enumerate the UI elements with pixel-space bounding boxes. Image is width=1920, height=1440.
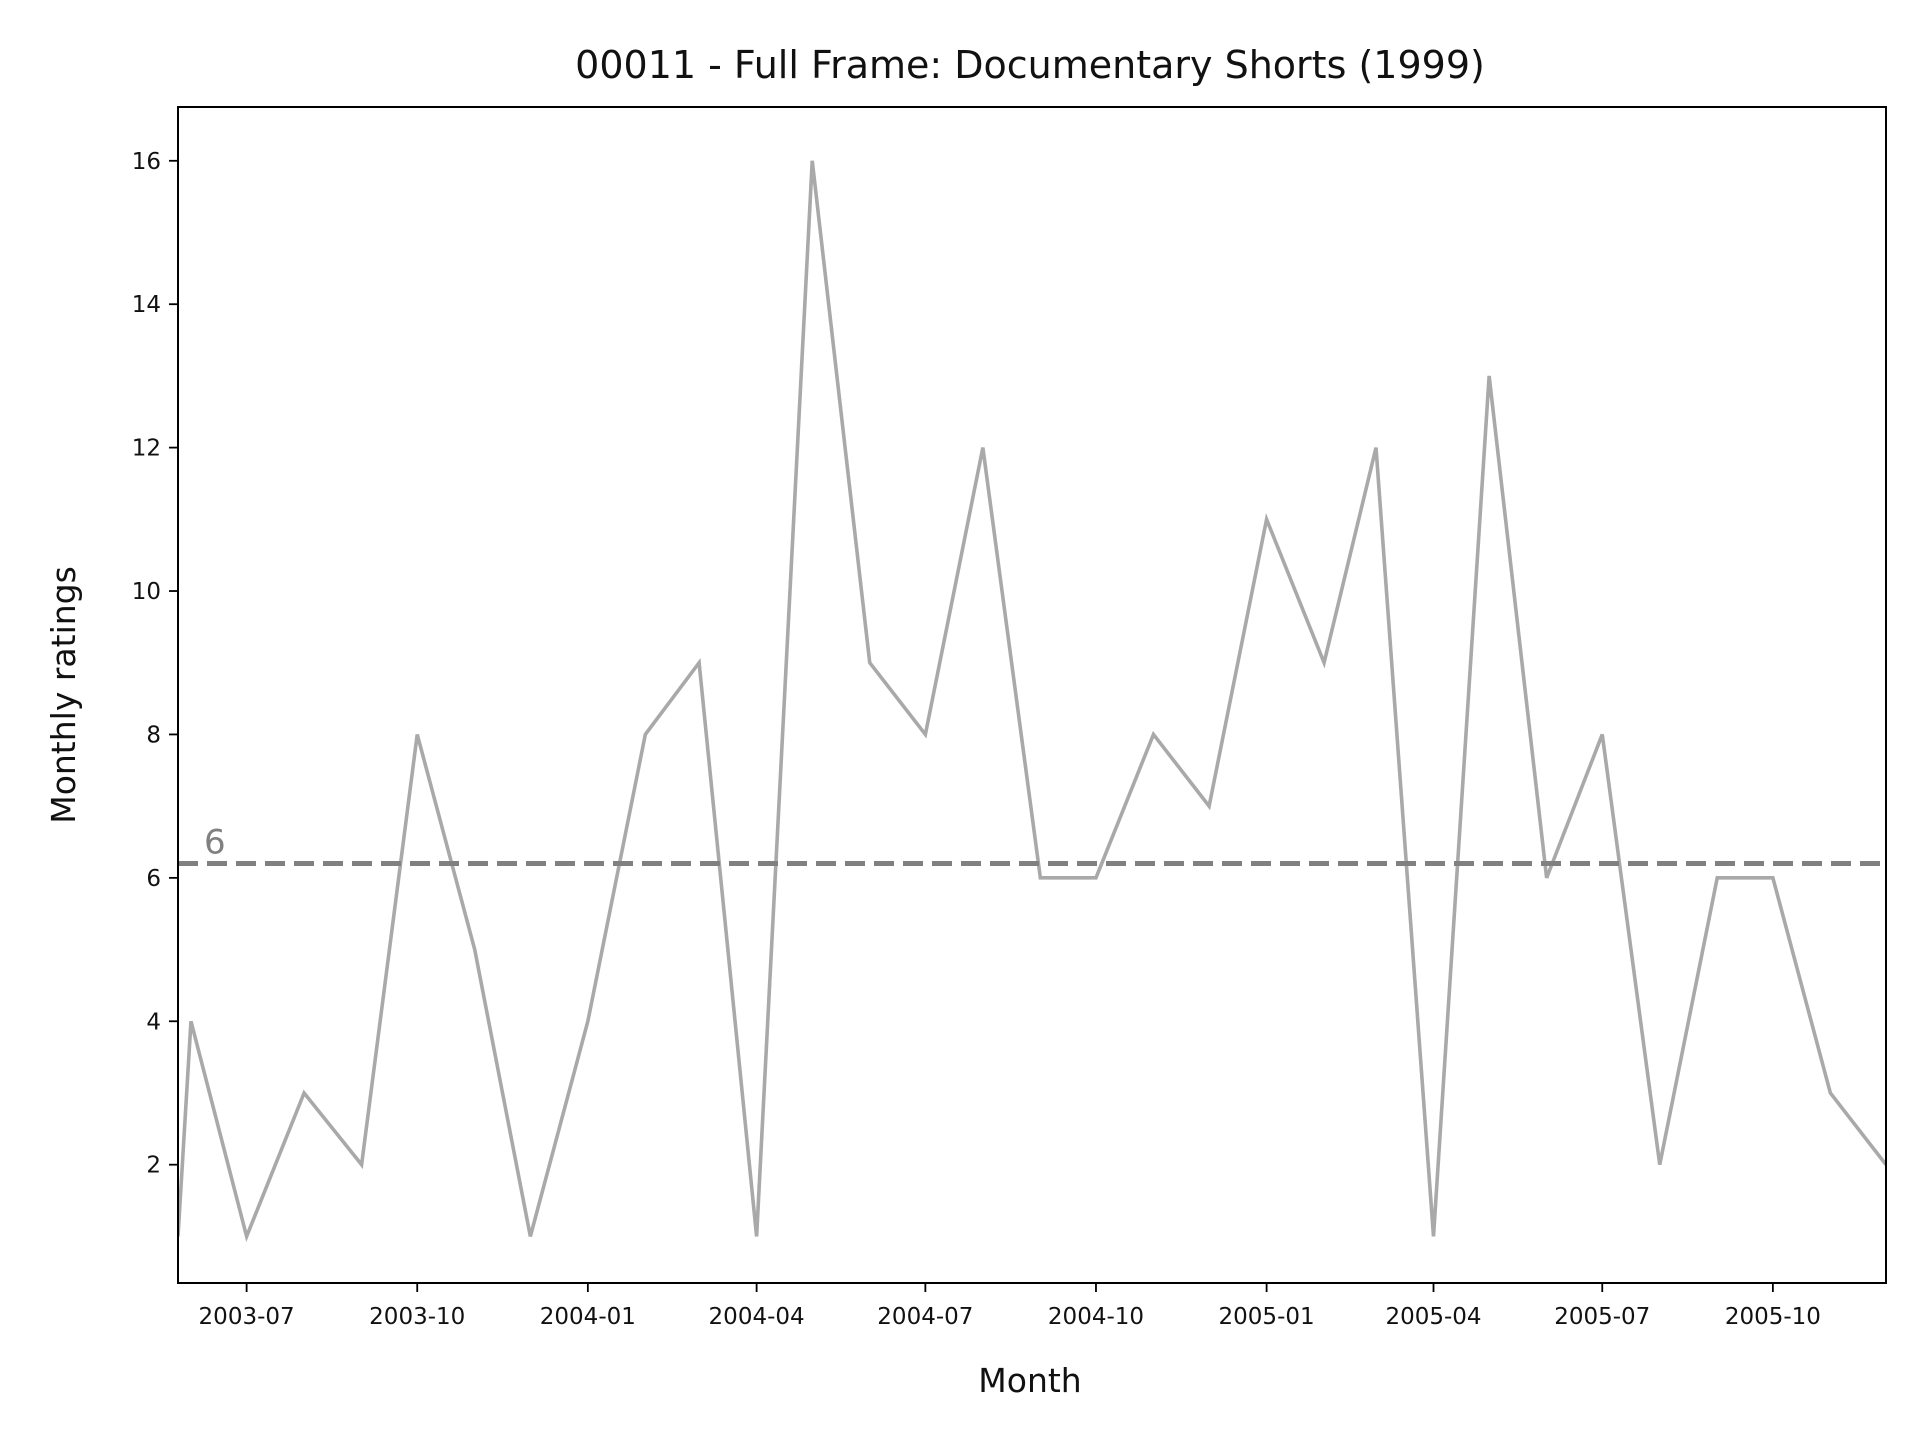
y-tick-label: 2 [146,1153,161,1179]
x-tick-label: 2005-07 [1554,1304,1650,1330]
chart-title: 00011 - Full Frame: Documentary Shorts (… [575,43,1485,87]
x-axis-label: Month [978,1361,1081,1400]
x-tick-label: 2003-07 [199,1304,295,1330]
y-tick-label: 8 [146,722,161,748]
x-tick-label: 2005-01 [1219,1304,1315,1330]
y-tick-label: 10 [132,579,161,605]
x-tick-label: 2004-10 [1048,1304,1144,1330]
x-tick-label: 2005-10 [1725,1304,1821,1330]
y-tick-label: 14 [132,292,161,318]
x-tick-label: 2004-07 [877,1304,973,1330]
x-tick-label: 2005-04 [1385,1304,1481,1330]
series-line-0 [178,160,1886,1243]
y-tick-label: 6 [146,866,161,892]
y-tick-label: 4 [146,1009,161,1035]
x-tick-label: 2004-04 [709,1304,805,1330]
x-tick-label: 2003-10 [369,1304,465,1330]
y-axis-label: Monthly ratings [44,566,83,824]
y-tick-label: 12 [132,436,161,462]
x-tick-label: 2004-01 [540,1304,636,1330]
reference-line-label: 6 [204,823,226,863]
y-tick-label: 16 [132,149,161,175]
plot-frame [177,106,1887,1284]
